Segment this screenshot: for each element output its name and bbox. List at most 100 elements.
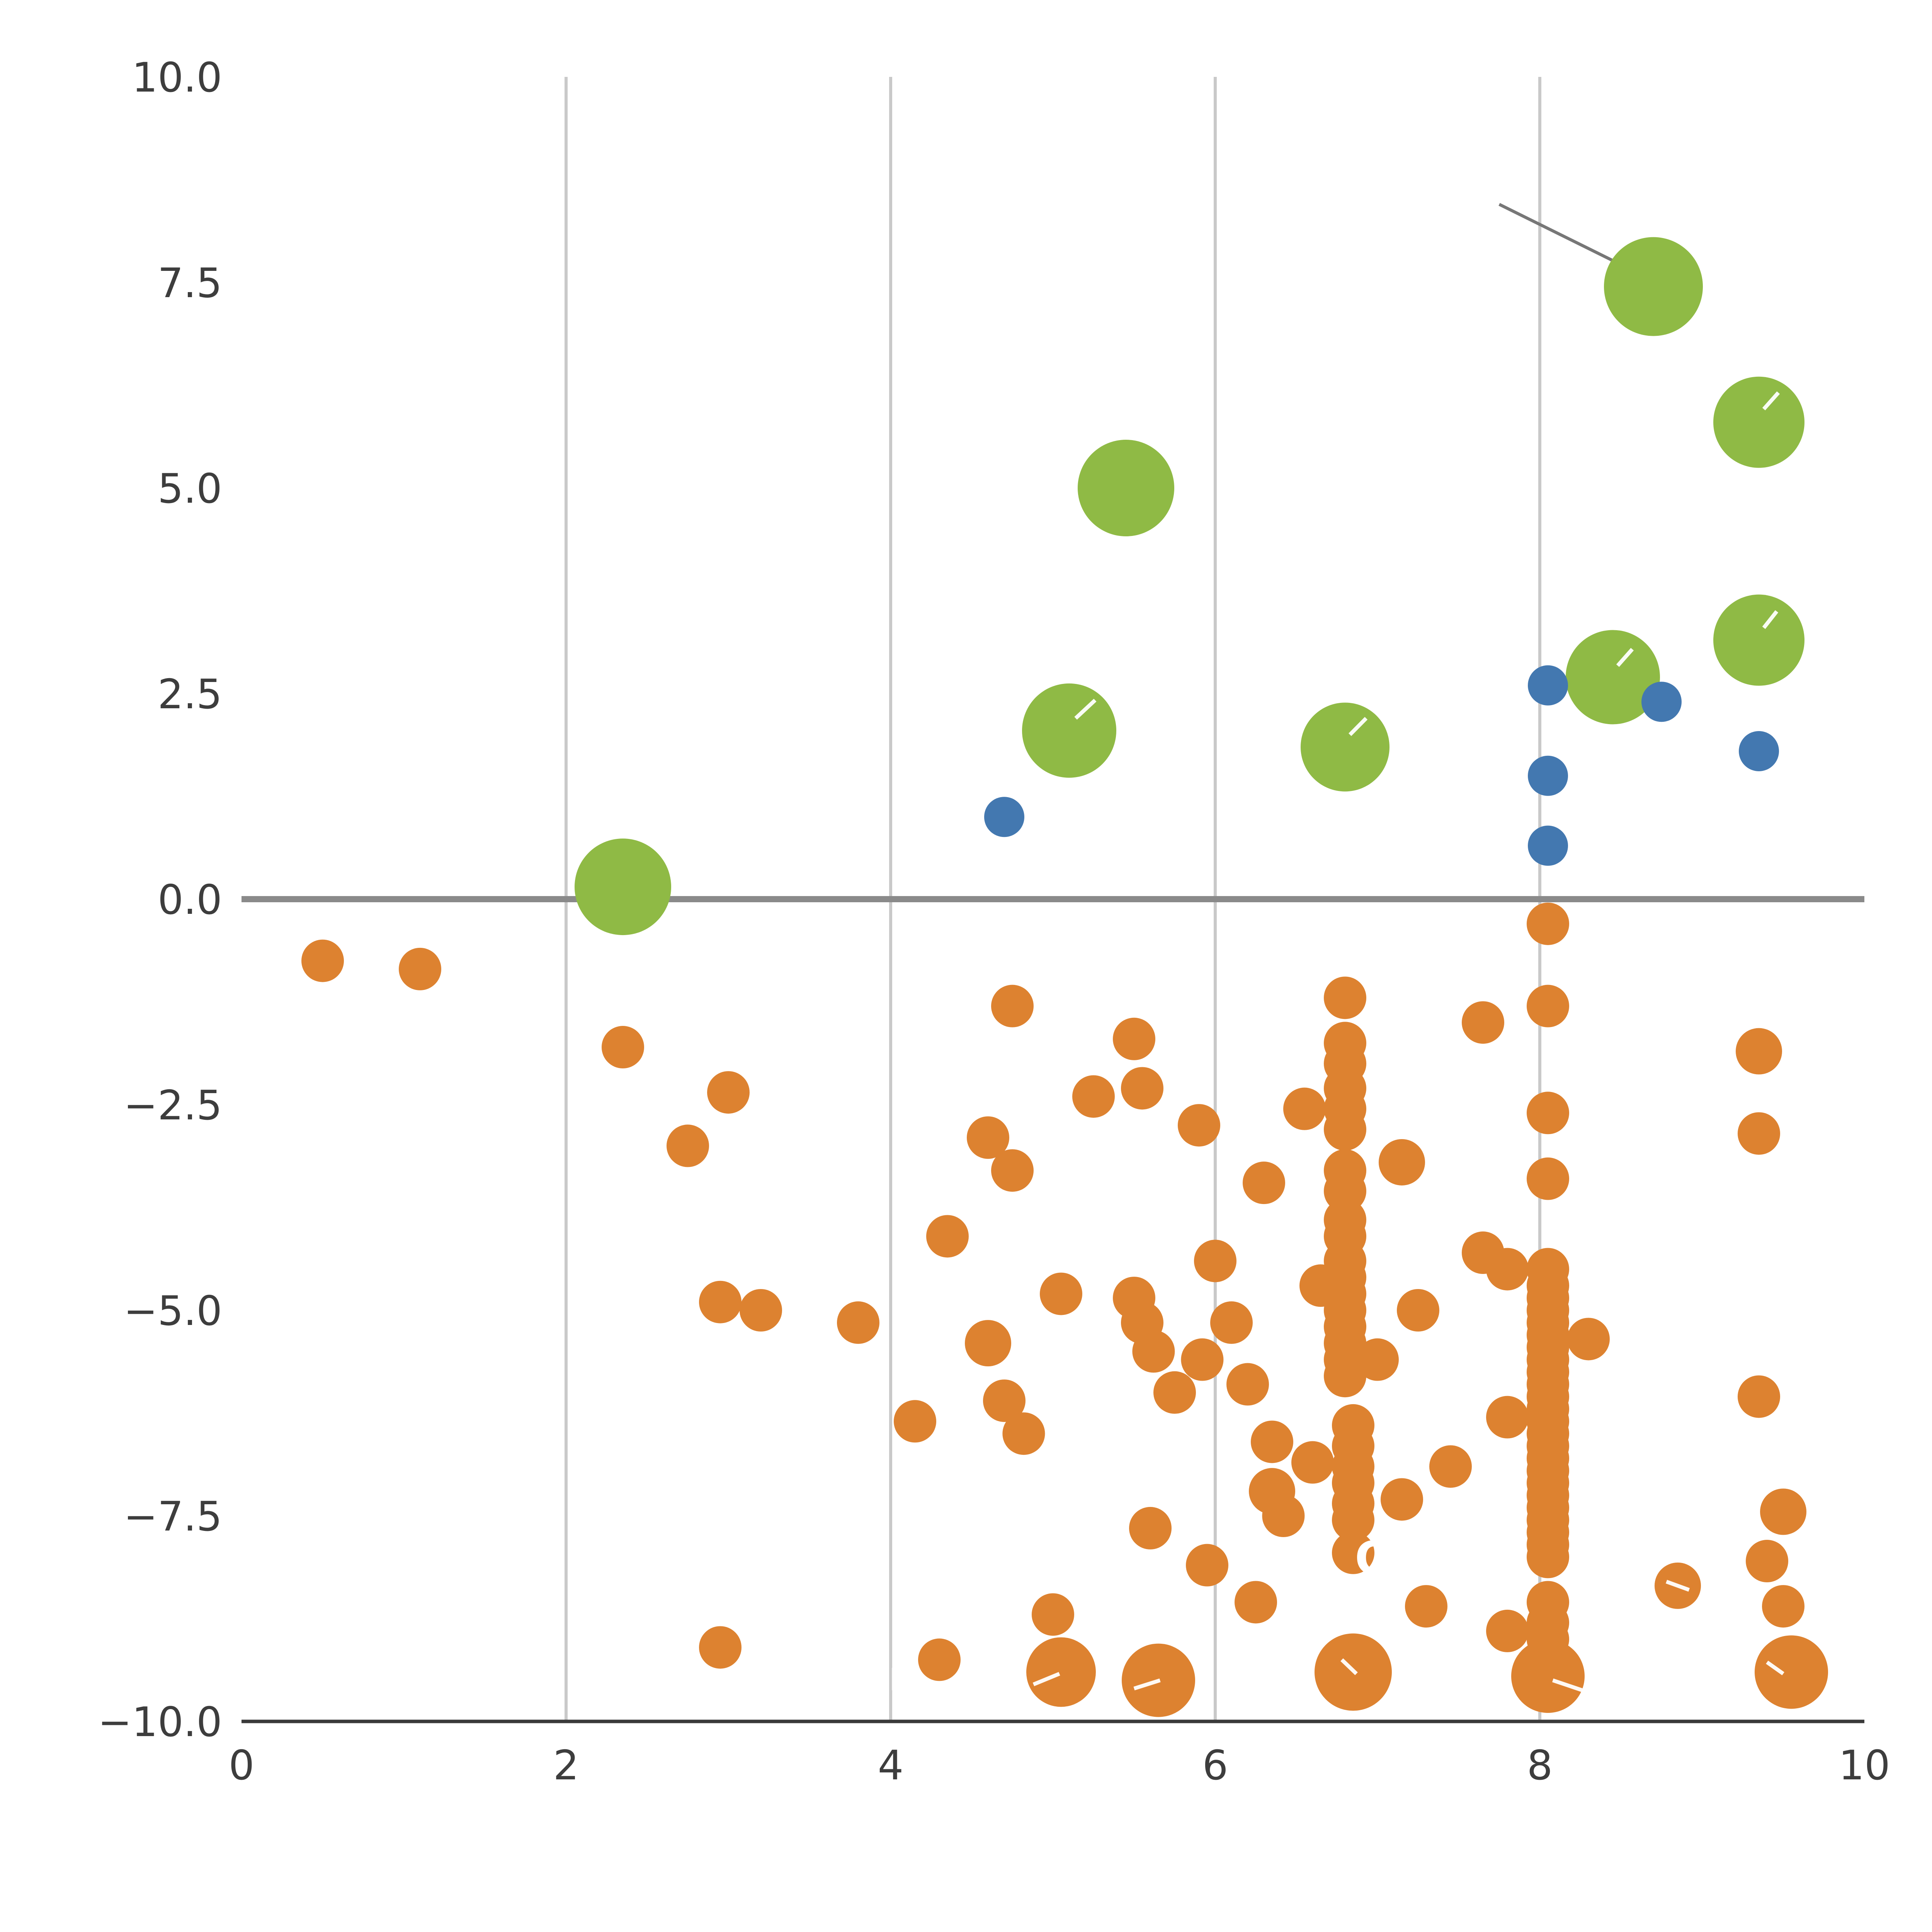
data-point-green: [1604, 237, 1703, 336]
data-point-orange: [1178, 1104, 1220, 1147]
white-mark: [1665, 1580, 1690, 1592]
data-point-orange: [1762, 1585, 1804, 1628]
data-point-orange: [918, 1638, 961, 1681]
y-tick-label: −2.5: [124, 1082, 222, 1129]
data-point-orange: [699, 1626, 742, 1669]
data-point-blue: [1739, 731, 1779, 771]
data-point-orange: [1736, 1028, 1782, 1075]
data-point-orange: [1755, 1635, 1828, 1709]
y-tick-label: 7.5: [158, 260, 222, 307]
data-point-orange: [1511, 1639, 1585, 1713]
data-point-orange: [1040, 1272, 1082, 1315]
y-tick-label: 2.5: [158, 671, 222, 718]
data-point-orange: [1760, 1488, 1806, 1535]
data-point-orange: [1132, 1330, 1175, 1373]
data-point-orange: [1324, 1355, 1366, 1398]
x-tick-label: 8: [1527, 1742, 1553, 1789]
data-point-orange: [1032, 1593, 1074, 1636]
white-mark: [1766, 1660, 1784, 1675]
data-point-orange: [707, 1071, 750, 1114]
data-point-green: [1022, 683, 1116, 778]
data-point-orange: [1181, 1338, 1224, 1381]
data-point-orange: [1251, 1420, 1293, 1463]
data-point-orange: [1486, 1396, 1529, 1439]
y-tick-label: 0.0: [158, 876, 222, 923]
data-point-orange: [602, 1026, 644, 1069]
white-mark: [1032, 1672, 1060, 1686]
y-tick-label: −7.5: [124, 1493, 222, 1540]
data-point-orange: [667, 1124, 709, 1167]
x-tick-label: 0: [229, 1742, 255, 1789]
data-point-green: [1078, 440, 1174, 536]
data-point-orange: [1072, 1075, 1115, 1118]
data-point-orange: [837, 1301, 879, 1344]
x-tick-label: 4: [878, 1742, 904, 1789]
data-point-orange: [965, 1320, 1011, 1367]
white-mark: [1762, 610, 1779, 629]
data-point-orange: [1429, 1445, 1472, 1488]
data-point-orange: [1243, 1162, 1285, 1204]
data-point-orange: [1002, 1412, 1045, 1455]
white-mark: [1349, 717, 1368, 736]
white-mark: [1340, 1658, 1358, 1675]
data-point-orange: [991, 1149, 1034, 1192]
data-point-orange: [1291, 1441, 1334, 1484]
data-point-orange: [1462, 1001, 1504, 1044]
data-point-orange: [1381, 1478, 1423, 1521]
data-point-orange: [1486, 1609, 1529, 1652]
x-tick-label: 2: [553, 1742, 579, 1789]
data-point-orange: [1194, 1240, 1236, 1282]
data-point-orange: [399, 947, 441, 990]
x-tick-label: 6: [1202, 1742, 1228, 1789]
data-point-orange: [1527, 1157, 1569, 1200]
y-tick-label: −5.0: [124, 1287, 222, 1335]
data-point-orange: [1186, 1544, 1228, 1587]
data-point-orange: [1738, 1112, 1780, 1155]
data-point-orange: [1324, 1108, 1366, 1151]
data-point-orange: [894, 1400, 936, 1443]
data-point-orange: [1486, 1248, 1529, 1291]
annotation-text: ON: [1355, 1532, 1452, 1585]
data-point-orange: [1026, 1637, 1096, 1707]
white-mark: [1133, 1678, 1161, 1690]
data-point-orange: [1210, 1301, 1253, 1344]
y-tick-label: 10.0: [132, 54, 222, 101]
data-point-orange: [1121, 1067, 1163, 1110]
white-mark: [1074, 699, 1097, 720]
data-point-green: [1713, 594, 1804, 686]
data-point-orange: [1226, 1363, 1269, 1406]
white-mark: [1552, 1678, 1583, 1692]
data-point-orange: [991, 985, 1034, 1027]
data-point-orange: [967, 1116, 1009, 1159]
data-point-green: [575, 838, 671, 935]
data-point-orange: [740, 1289, 782, 1332]
data-point-orange: [1397, 1289, 1439, 1332]
data-point-green: [1566, 630, 1660, 724]
data-point-orange: [1527, 902, 1569, 945]
data-point-blue: [1528, 825, 1568, 866]
data-point-orange: [1153, 1371, 1196, 1414]
data-point-orange: [1379, 1139, 1425, 1185]
data-point-orange: [1283, 1087, 1326, 1130]
x-tick-label: 10: [1838, 1742, 1890, 1789]
data-point-blue: [1641, 682, 1682, 722]
data-point-green: [1301, 702, 1389, 792]
data-point-orange: [1324, 976, 1366, 1019]
data-point-blue: [1528, 665, 1568, 706]
data-point-orange: [1567, 1318, 1610, 1361]
y-tick-label: −10.0: [98, 1699, 222, 1746]
data-point-orange: [1332, 1531, 1374, 1574]
data-point-blue: [984, 797, 1024, 837]
data-point-orange: [1527, 985, 1569, 1027]
data-point-orange: [1738, 1375, 1780, 1418]
data-point-orange: [301, 939, 344, 982]
data-point-orange: [1332, 1498, 1374, 1541]
white-mark: [1762, 391, 1780, 411]
data-point-orange: [1113, 1017, 1155, 1060]
data-point-orange: [1746, 1540, 1788, 1583]
data-point-blue: [1528, 755, 1568, 796]
data-point-orange: [1527, 1536, 1569, 1578]
data-point-orange: [1527, 1092, 1569, 1134]
